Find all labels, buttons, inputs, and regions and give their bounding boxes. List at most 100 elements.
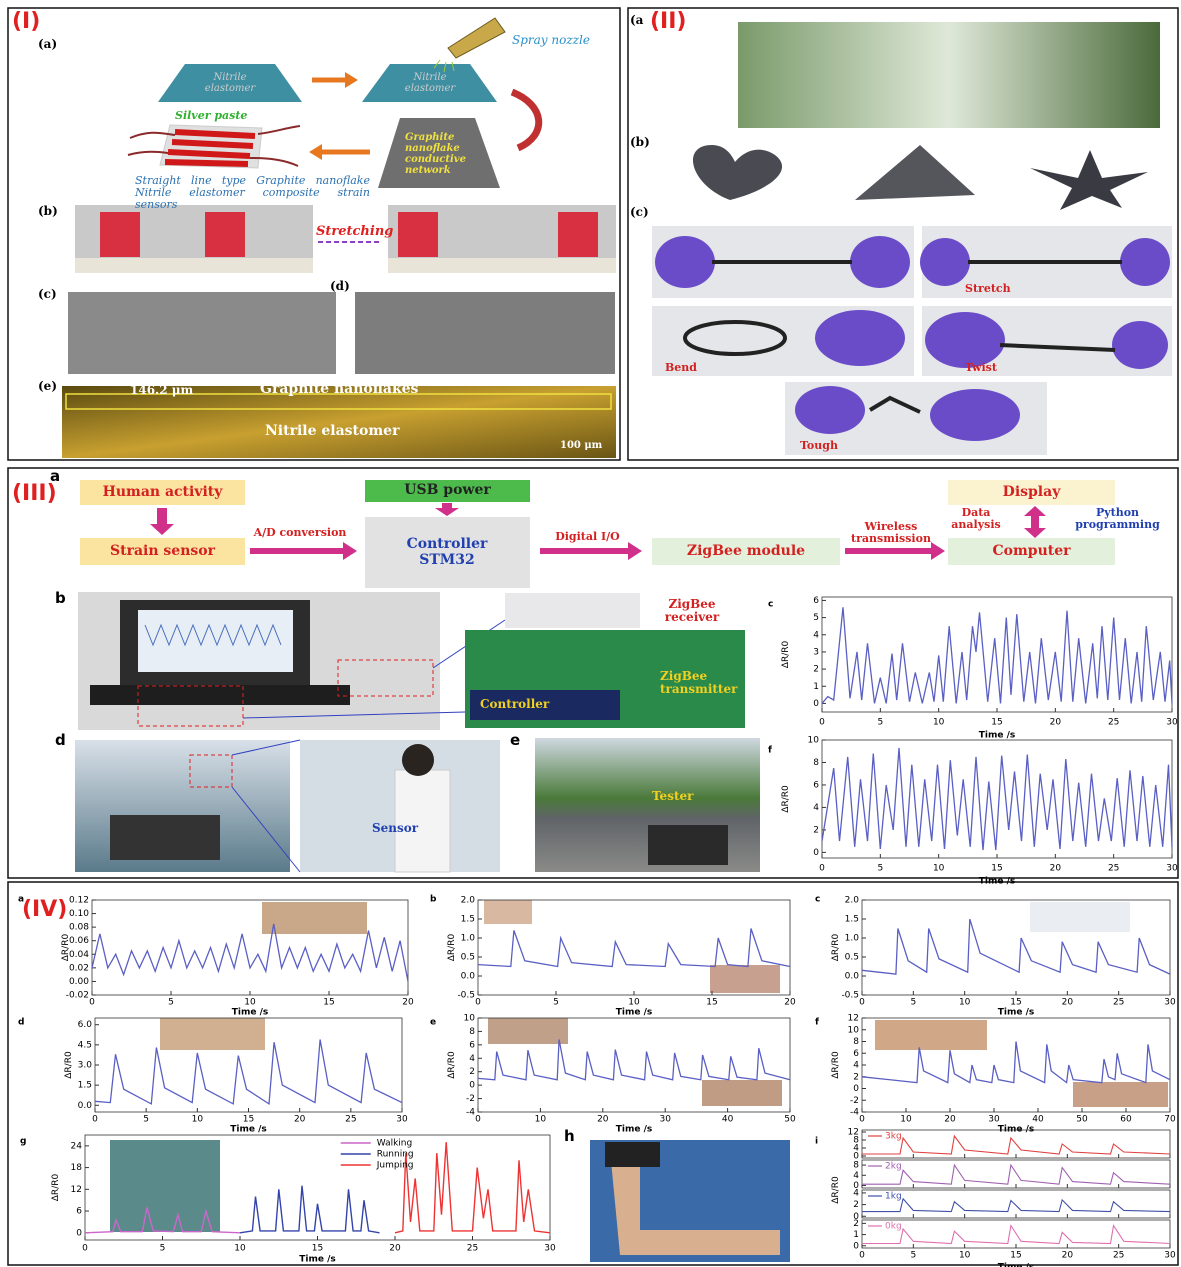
panel-border xyxy=(7,7,621,461)
subfigure-label: c xyxy=(768,600,773,610)
heart-sample xyxy=(692,145,783,200)
sem-image xyxy=(355,292,615,374)
y-tick-label: 10 xyxy=(848,1025,860,1035)
y-tick-label: -4 xyxy=(466,1108,475,1118)
arrow-head xyxy=(309,144,322,160)
weight xyxy=(605,1142,660,1167)
y-tick-label: 12 xyxy=(848,1014,859,1024)
y-tick-label: 8 xyxy=(853,1161,859,1171)
x-tick-label: 10 xyxy=(900,1115,912,1125)
photo-label: Sensor xyxy=(372,821,419,835)
x-tick-label: 50 xyxy=(784,1115,796,1125)
x-tick-label: 5 xyxy=(910,998,916,1008)
y-tick-label: 0.08 xyxy=(69,923,89,933)
y-tick-label: 0.00 xyxy=(69,977,89,987)
y-tick-label: 1 xyxy=(853,1230,859,1240)
shape-label: Graphite nanoflake conductive network xyxy=(405,132,466,176)
x-tick-label: 10 xyxy=(192,1115,204,1125)
y-tick-label: 4.5 xyxy=(78,1040,92,1050)
y-tick-label: 0 xyxy=(853,1212,859,1222)
y-tick-label: 4 xyxy=(853,1171,859,1181)
y-tick-label: 0 xyxy=(853,1181,859,1191)
zoom-box xyxy=(137,685,244,727)
line-series xyxy=(862,1163,1171,1185)
x-tick-label: 10 xyxy=(234,1244,246,1254)
photo-label: Stretch xyxy=(965,282,1011,295)
flow-arrows xyxy=(150,503,1046,560)
silver-label: Silver paste xyxy=(175,109,248,122)
y-tick-label: -2 xyxy=(466,1094,475,1104)
y-axis-label: ΔR/R0 xyxy=(781,785,791,813)
y-tick-label: 6 xyxy=(469,1040,475,1050)
strips xyxy=(683,260,1122,414)
x-tick-label: 0 xyxy=(82,1244,88,1254)
photo-label: Tester xyxy=(652,789,694,803)
y-tick-label: 0.10 xyxy=(69,909,89,919)
inset-photo xyxy=(484,900,532,924)
legend-label: 2kg xyxy=(885,1162,902,1172)
line-series xyxy=(394,1142,551,1234)
zoom-box xyxy=(337,659,434,697)
x-tick-label: 25 xyxy=(1108,863,1119,873)
legend-label: Walking xyxy=(377,1139,412,1149)
y-tick-label: 2 xyxy=(813,825,819,835)
x-tick-label: 30 xyxy=(396,1115,408,1125)
x-tick-label: 30 xyxy=(988,1115,1000,1125)
y-axis-label: ΔR/R0 xyxy=(781,641,791,669)
photo-detail xyxy=(558,212,598,257)
y-axis-label: ΔR/R0 xyxy=(447,934,457,962)
inset-photo xyxy=(1073,1082,1168,1107)
x-tick-label: 0 xyxy=(859,1251,865,1261)
flow-box xyxy=(948,538,1115,565)
subfigure-label: g xyxy=(20,1137,26,1147)
panel-tag: (II) xyxy=(650,9,687,34)
flow-label: Data analysis xyxy=(951,505,1001,531)
y-tick-label: 2 xyxy=(853,1072,859,1082)
keyboard xyxy=(90,685,350,705)
y-tick-label: 8 xyxy=(469,1027,475,1037)
y-tick-label: 12 xyxy=(848,1128,859,1138)
x-tick-label: 15 xyxy=(323,998,334,1008)
y-tick-label: -0.5 xyxy=(841,991,859,1001)
y-tick-label: 8 xyxy=(853,1136,859,1146)
arrow-head xyxy=(345,72,358,88)
leaf-photo xyxy=(738,22,1160,128)
panel-border xyxy=(7,881,1179,1266)
photo-label: Controller xyxy=(480,697,550,711)
x-tick-label: 25 xyxy=(345,1115,356,1125)
x-tick-label: 60 xyxy=(1120,1115,1132,1125)
x-tick-label: 20 xyxy=(294,1115,306,1125)
legend-label: 0kg xyxy=(885,1222,902,1232)
zoom-line xyxy=(231,739,301,873)
x-tick-label: 30 xyxy=(1164,998,1176,1008)
y-tick-label: 0.0 xyxy=(845,972,860,982)
flow-box xyxy=(365,480,530,502)
y-tick-label: 1.0 xyxy=(461,934,476,944)
y-tick-label: 4 xyxy=(853,1144,859,1154)
subfigure-label: (c) xyxy=(630,205,649,219)
y-tick-label: 4 xyxy=(813,803,819,813)
subfigure-label: a xyxy=(18,895,24,905)
flow-box xyxy=(80,538,245,565)
y-tick-label: 4 xyxy=(813,630,819,640)
photo-label: Twist xyxy=(965,361,997,374)
inset-photo xyxy=(710,965,780,993)
person xyxy=(394,769,451,873)
subfigure-label: i xyxy=(815,1137,818,1147)
x-tick-label: 25 xyxy=(1113,1251,1124,1261)
x-tick-label: 0 xyxy=(475,998,481,1008)
y-tick-label: 0 xyxy=(76,1228,82,1238)
x-axis-label: Time /s xyxy=(616,1124,652,1134)
photo-label: Tough xyxy=(800,439,838,452)
y-tick-label: 6 xyxy=(76,1207,82,1217)
x-tick-label: 25 xyxy=(467,1244,478,1254)
x-axis-label: Time /s xyxy=(299,1254,335,1264)
inset-photo xyxy=(110,1140,220,1232)
layer-label: Graphite nanoflakes xyxy=(260,381,419,397)
line-series xyxy=(862,1134,1171,1155)
line-series xyxy=(861,918,1171,975)
line-series xyxy=(821,607,1173,704)
